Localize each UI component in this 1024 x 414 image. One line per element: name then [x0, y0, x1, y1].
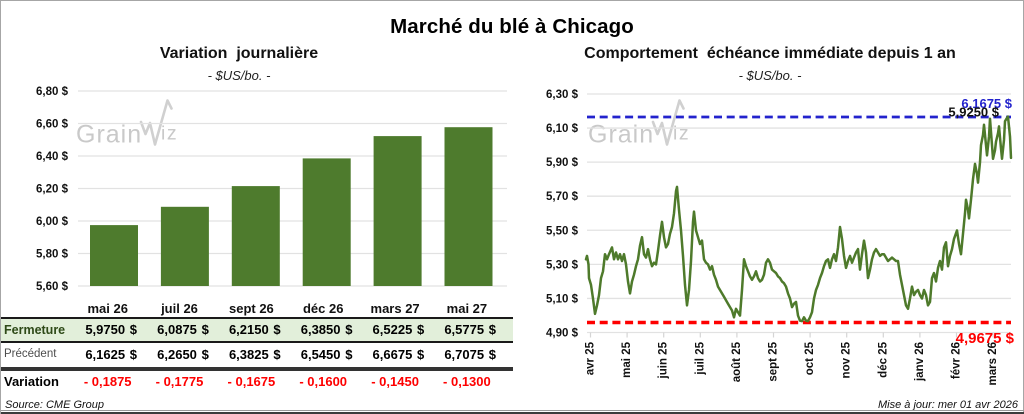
svg-text:6,00 $: 6,00 $ [36, 216, 69, 228]
svg-text:mai 25: mai 25 [621, 341, 633, 377]
svg-text:oct 25: oct 25 [804, 341, 816, 375]
svg-text:janv 26: janv 26 [914, 342, 926, 382]
svg-text:5,9250 $: 5,9250 $ [948, 105, 999, 120]
svg-text:5,30 $: 5,30 $ [546, 259, 579, 271]
svg-text:Grain: Grain [76, 121, 142, 149]
svg-text:6,80 $: 6,80 $ [36, 86, 69, 98]
svg-text:4,9675 $: 4,9675 $ [956, 330, 1015, 347]
svg-text:mai 26: mai 26 [87, 301, 127, 316]
svg-text:févr 26: févr 26 [951, 342, 963, 379]
svg-text:6,20 $: 6,20 $ [36, 184, 69, 196]
svg-text:mars 27: mars 27 [371, 301, 420, 316]
svg-text:6,1675 $: 6,1675 $ [961, 96, 1012, 111]
svg-text:5,70 $: 5,70 $ [546, 191, 579, 203]
svg-text:déc 26: déc 26 [303, 301, 343, 316]
svg-text:sept 26: sept 26 [229, 301, 274, 316]
svg-text:4,90 $: 4,90 $ [546, 327, 579, 339]
svg-text:déc 25: déc 25 [877, 341, 889, 377]
svg-text:6,10 $: 6,10 $ [546, 123, 579, 135]
svg-text:6,40 $: 6,40 $ [36, 151, 69, 163]
svg-text:5,80 $: 5,80 $ [36, 249, 69, 261]
svg-text:mars 26: mars 26 [987, 342, 999, 385]
svg-text:iz: iz [673, 123, 690, 145]
svg-text:sept 25: sept 25 [768, 341, 780, 381]
svg-text:5,90 $: 5,90 $ [546, 157, 579, 169]
svg-text:6,60 $: 6,60 $ [36, 119, 69, 131]
svg-text:nov 25: nov 25 [841, 341, 853, 378]
svg-text:5,60 $: 5,60 $ [36, 281, 69, 293]
svg-text:juil 26: juil 26 [160, 301, 198, 316]
svg-text:iz: iz [161, 123, 178, 145]
svg-text:mai 27: mai 27 [447, 301, 487, 316]
svg-text:juin 25: juin 25 [658, 341, 670, 379]
svg-text:juil 25: juil 25 [694, 341, 706, 375]
svg-text:Grain: Grain [588, 121, 654, 149]
svg-text:5,50 $: 5,50 $ [546, 225, 579, 237]
svg-text:6,30 $: 6,30 $ [546, 89, 579, 101]
svg-text:avr 25: avr 25 [585, 341, 597, 375]
svg-text:5,10 $: 5,10 $ [546, 293, 579, 305]
svg-text:août 25: août 25 [731, 341, 743, 382]
